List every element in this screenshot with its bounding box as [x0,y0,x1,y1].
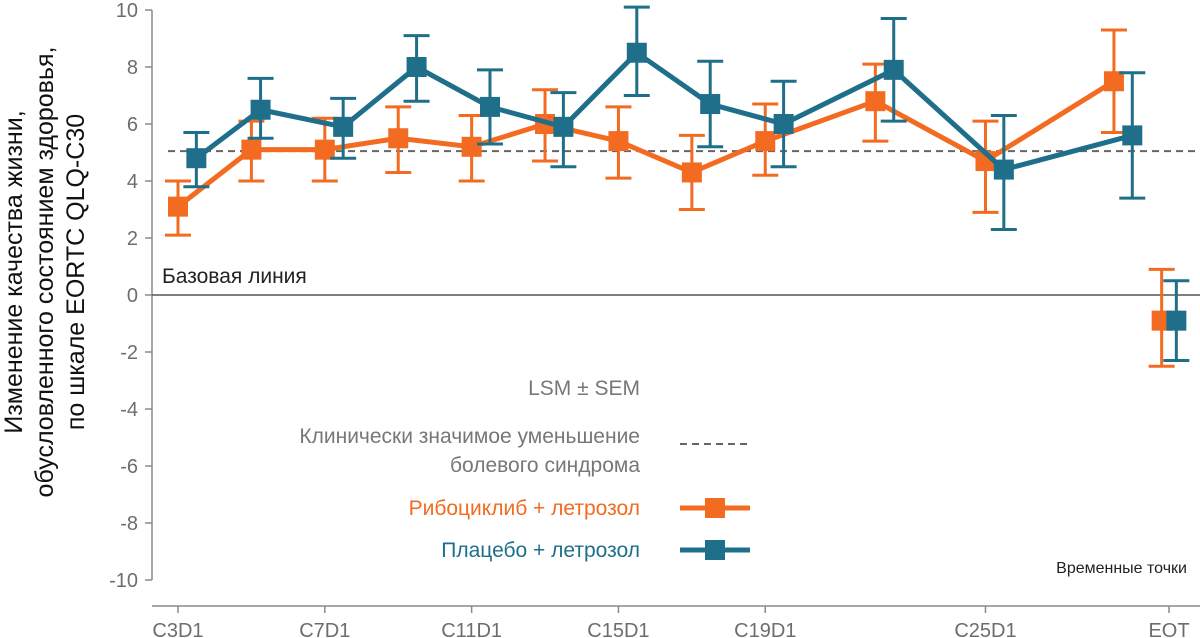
data-point-marker [553,116,574,137]
data-point-marker [186,148,207,169]
x-tick-label: C15D1 [587,620,649,638]
legend: LSM ± SEM Клинически значимое уменьшение б… [299,377,750,562]
data-point-marker [241,139,262,160]
legend-title: LSM ± SEM [528,377,640,400]
data-point-marker [479,96,500,117]
legend-series-label: Рибоциклиб + летрозол [409,497,640,520]
data-point-marker [1122,125,1143,146]
reference-line-label-1: Клинически значимое уменьшение [299,425,640,448]
data-point-marker [626,42,647,63]
axis-labels: Базовая линия Временные точки Изменение ка… [0,47,1187,577]
data-point-marker [755,131,776,152]
y-tick-label: -4 [120,399,138,421]
legend-series-label: Плацебо + летрозол [441,539,640,562]
data-point-marker [993,159,1014,180]
data-point-marker [406,57,427,77]
series-1 [165,28,1175,368]
y-axis-label: Изменение качества жизни, обусловленного … [0,47,90,498]
data-point-marker [388,128,409,149]
baseline-label: Базовая линия [162,265,307,288]
data-point-marker [1103,71,1124,92]
y-tick-label: 6 [127,114,138,136]
x-axis-label: Временные точки [1056,560,1187,577]
series-group [165,5,1190,368]
data-point-marker [681,162,702,183]
x-tick-label: EOT [1148,620,1189,638]
axes: 10 8 6 4 2 0 -2 -4 -6 -8 -10 C3D1 C7D1 C11D1 C15D1 C19D… [109,0,1200,638]
data-point-marker [461,136,482,157]
series-line [194,50,1133,173]
y-tick-label: 4 [127,171,138,193]
data-point-marker [333,116,354,137]
data-point-marker [250,99,271,120]
y-tick-label: 0 [127,285,138,307]
data-point-marker [168,196,188,217]
y-axis-label-line: по шкале EORTC QLQ-C30 [62,114,90,430]
data-point-marker [883,59,904,80]
data-point-marker [314,139,335,160]
data-point-marker [773,114,794,134]
x-tick-label: C25D1 [954,620,1016,638]
data-point-marker [1166,310,1187,331]
legend-series-marker [705,498,725,518]
data-point-marker [865,91,886,112]
y-tick-label: 8 [127,57,138,79]
y-axis-label-line: обусловленного состоянием здоровья, [31,47,59,498]
y-tick-label: -2 [120,342,138,364]
y-axis-label-line: Изменение качества жизни, [0,110,28,433]
x-tick-label: C11D1 [441,620,502,638]
x-tick-label: C19D1 [734,620,796,638]
y-tick-label: -10 [109,570,138,592]
legend-series-marker [705,540,725,560]
data-point-marker [700,94,721,115]
y-tick-label: 10 [116,0,138,22]
y-tick-label: -6 [120,456,138,478]
data-point-marker [608,131,629,152]
y-tick-label: 2 [127,228,138,250]
x-tick-label: C7D1 [299,620,350,638]
x-tick-label: C3D1 [152,620,203,638]
y-tick-label: -8 [120,513,138,535]
series-2 [183,5,1190,363]
reference-line-label-2: болевого синдрома [450,454,640,477]
